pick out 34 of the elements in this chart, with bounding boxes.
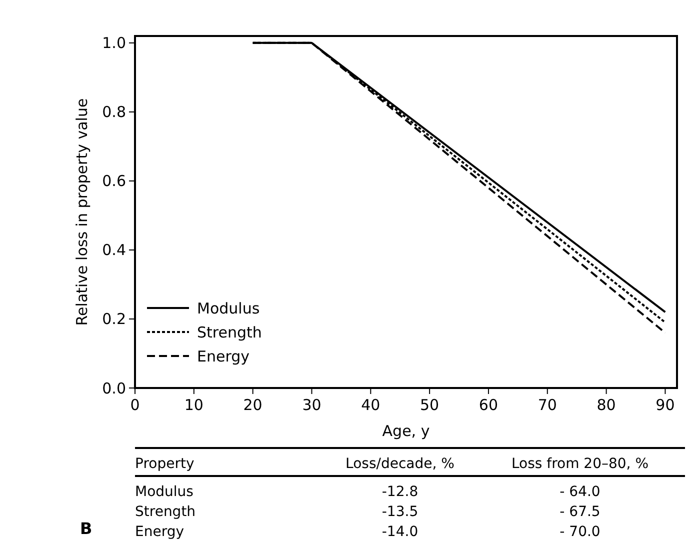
y-tick-label: 1.0 xyxy=(102,34,126,52)
x-tick-label: 90 xyxy=(656,396,675,414)
text: - 70.0 xyxy=(560,524,600,540)
legend-label: Strength xyxy=(197,323,262,342)
y-tick-label: 0.8 xyxy=(102,103,126,122)
x-tick-label: 0 xyxy=(130,396,140,414)
x-tick-label: 70 xyxy=(538,396,557,414)
text: Energy xyxy=(135,524,184,540)
text: Loss from 20–80, % xyxy=(511,456,649,472)
y-tick-label: 0.6 xyxy=(102,172,126,190)
x-tick-label: 30 xyxy=(302,396,322,414)
x-tick-label: 60 xyxy=(478,396,498,414)
x-axis-title: Age, y xyxy=(382,422,430,440)
y-tick-label: 0.0 xyxy=(102,379,126,398)
text: Property xyxy=(135,456,194,472)
text: - 67.5 xyxy=(560,504,600,520)
y-tick-label: 0.4 xyxy=(102,241,126,260)
text: Modulus xyxy=(135,484,194,500)
text: Strength xyxy=(135,504,196,520)
y-tick-label: 0.2 xyxy=(102,310,126,328)
x-tick-label: 50 xyxy=(420,396,440,414)
x-tick-label: 20 xyxy=(243,396,262,414)
x-tick-label: 40 xyxy=(361,396,380,414)
text: B xyxy=(80,519,92,538)
text: -14.0 xyxy=(382,524,418,540)
x-tick-label: 10 xyxy=(184,396,204,414)
y-axis-title: Relative loss in property value xyxy=(73,98,91,326)
x-tick-label: 80 xyxy=(596,396,616,414)
text: -13.5 xyxy=(382,504,418,520)
text: Loss/decade, % xyxy=(346,456,454,472)
legend-label: Modulus xyxy=(197,299,260,318)
text: -12.8 xyxy=(382,484,418,500)
text: - 64.0 xyxy=(560,484,600,500)
legend-label: Energy xyxy=(197,347,250,366)
